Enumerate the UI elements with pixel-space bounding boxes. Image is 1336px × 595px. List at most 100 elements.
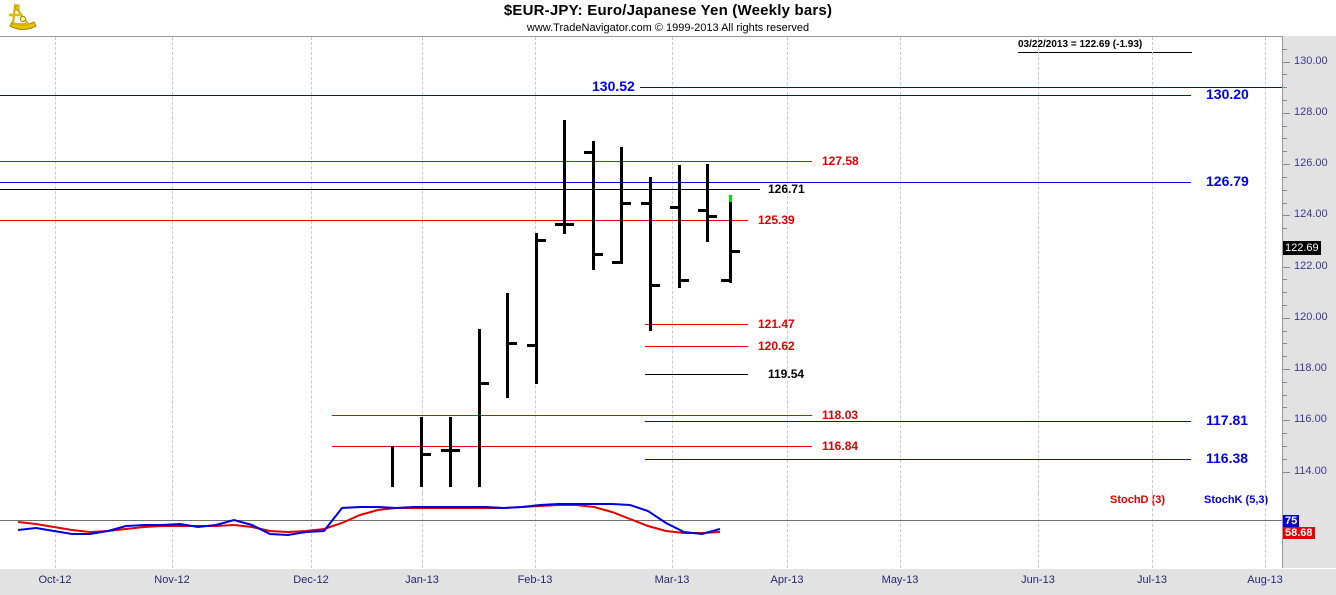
price-axis-minor-tick (1283, 343, 1287, 345)
gridline-vertical (1038, 37, 1039, 493)
ohlc-close-tick (452, 449, 460, 453)
ohlc-bar[interactable] (478, 329, 481, 487)
price-level-line[interactable] (645, 374, 748, 375)
price-level-line[interactable] (645, 459, 1191, 460)
price-axis-label: 128.00 (1294, 105, 1328, 118)
ohlc-close-tick (681, 279, 689, 283)
ohlc-bar[interactable] (620, 147, 623, 264)
ohlc-bar[interactable] (563, 120, 566, 235)
price-axis-minor-tick (1283, 202, 1287, 204)
price-plot-area[interactable]: TradeNavigator.com 03/22/2013 = 122.69 (… (0, 36, 1282, 530)
price-axis-minor-tick (1283, 330, 1287, 332)
gridline-vertical (900, 37, 901, 493)
price-axis-label: 116.00 (1294, 413, 1327, 426)
gridline-vertical (55, 37, 56, 493)
current-price-badge: 122.69 (1283, 240, 1321, 255)
price-level-line[interactable] (0, 182, 1191, 183)
sextant-logo-icon (6, 2, 40, 34)
price-level-line[interactable] (645, 324, 748, 325)
price-axis-label: 118.00 (1294, 362, 1327, 375)
page-title: $EUR-JPY: Euro/Japanese Yen (Weekly bars… (503, 2, 833, 19)
ohlc-close-tick (595, 253, 603, 257)
gridline-vertical (1038, 493, 1039, 568)
ohlc-open-tick (641, 202, 649, 206)
ohlc-open-tick (721, 279, 729, 283)
date-axis-label: Jul-13 (1137, 574, 1167, 586)
date-axis-label: May-13 (881, 574, 919, 586)
price-level-label: 120.62 (758, 339, 795, 353)
price-axis-tick (1283, 471, 1290, 473)
ohlc-bar[interactable] (420, 417, 423, 487)
price-axis-tick (1283, 112, 1290, 114)
price-axis-minor-tick (1283, 356, 1287, 358)
date-axis-label: Oct-12 (38, 574, 72, 586)
price-level-label: 130.52 (592, 78, 635, 94)
price-axis-minor-tick (1283, 433, 1287, 435)
gridline-vertical (172, 37, 173, 493)
ohlc-bar[interactable] (649, 176, 652, 331)
date-axis-label: Aug-13 (1247, 574, 1283, 586)
stoch-d-legend: StochD (3) (1110, 494, 1165, 506)
price-axis-minor-tick (1283, 292, 1287, 294)
price-axis-minor-tick (1283, 394, 1287, 396)
price-level-label: 130.20 (1206, 86, 1249, 102)
date-axis-label: Apr-13 (770, 574, 804, 586)
price-level-line[interactable] (0, 161, 812, 162)
ohlc-bar[interactable] (391, 445, 394, 487)
ohlc-close-tick (732, 249, 740, 253)
date-axis[interactable]: Oct-12 Nov-12 Dec-12 Jan-13 Feb-13 Mar-13 Apr-… (0, 568, 1336, 595)
ohlc-close-tick (538, 239, 546, 243)
price-axis-tick (1283, 215, 1290, 217)
stoch-k-legend: StochK (5,3) (1204, 494, 1269, 506)
ohlc-open-tick (555, 222, 563, 226)
price-level-label: 119.54 (768, 367, 805, 381)
price-axis-minor-tick (1283, 407, 1287, 409)
price-axis[interactable]: 130.00 128.00 126.00 124.00 122.00 120.00 118.… (1282, 36, 1336, 568)
gridline-vertical (422, 493, 423, 568)
stoch-k-value-badge: 75 (1283, 515, 1300, 527)
price-level-line[interactable] (332, 446, 812, 447)
price-axis-label: 122.00 (1294, 259, 1328, 272)
ohlc-open-tick (612, 261, 620, 265)
price-axis-tick (1283, 317, 1290, 319)
price-axis-minor-tick (1283, 151, 1287, 153)
date-axis-label: Jan-13 (405, 574, 439, 586)
price-axis-label: 114.00 (1294, 464, 1327, 477)
ohlc-bar[interactable] (535, 232, 538, 385)
copyright-subtitle: www.TradeNavigator.com © 1999-2013 All r… (526, 22, 810, 34)
chart-header: $EUR-JPY: Euro/Japanese Yen (Weekly bars… (0, 0, 1336, 36)
quote-underline (1018, 52, 1192, 53)
ohlc-open-tick (527, 344, 535, 348)
price-level-line[interactable] (0, 95, 1191, 96)
price-axis-minor-tick (1283, 228, 1287, 230)
price-level-line[interactable] (640, 87, 1282, 88)
ohlc-bar[interactable] (706, 163, 709, 242)
ohlc-bar[interactable] (678, 165, 681, 289)
price-level-label: 118.03 (822, 408, 859, 422)
price-level-line[interactable] (645, 346, 748, 347)
price-level-line[interactable] (0, 189, 760, 190)
price-level-label: 116.84 (822, 439, 859, 453)
price-level-line[interactable] (332, 415, 812, 416)
price-axis-minor-tick (1283, 48, 1287, 50)
ohlc-bar[interactable] (506, 293, 509, 399)
ohlc-bar[interactable] (449, 417, 452, 487)
stoch-k-line (17, 503, 721, 537)
date-axis-label: Dec-12 (293, 574, 329, 586)
price-level-label: 121.47 (758, 317, 795, 331)
stochastic-indicator-panel[interactable]: StochD (3) StochK (5,3) (0, 493, 1282, 569)
ohlc-bar[interactable] (592, 140, 595, 271)
date-axis-label: Mar-13 (654, 574, 690, 586)
price-level-label: 127.58 (822, 154, 859, 168)
price-level-label: 125.39 (758, 213, 795, 227)
price-axis-minor-tick (1283, 125, 1287, 127)
price-level-line[interactable] (645, 421, 1191, 422)
gridline-vertical (535, 493, 536, 568)
price-axis-tick (1283, 164, 1290, 166)
current-bar-highlight (729, 194, 732, 202)
price-level-line[interactable] (0, 220, 748, 221)
ohlc-bar[interactable] (729, 200, 732, 283)
price-axis-minor-tick (1283, 100, 1287, 102)
ohlc-close-tick (509, 341, 517, 345)
price-axis-minor-tick (1283, 279, 1287, 281)
